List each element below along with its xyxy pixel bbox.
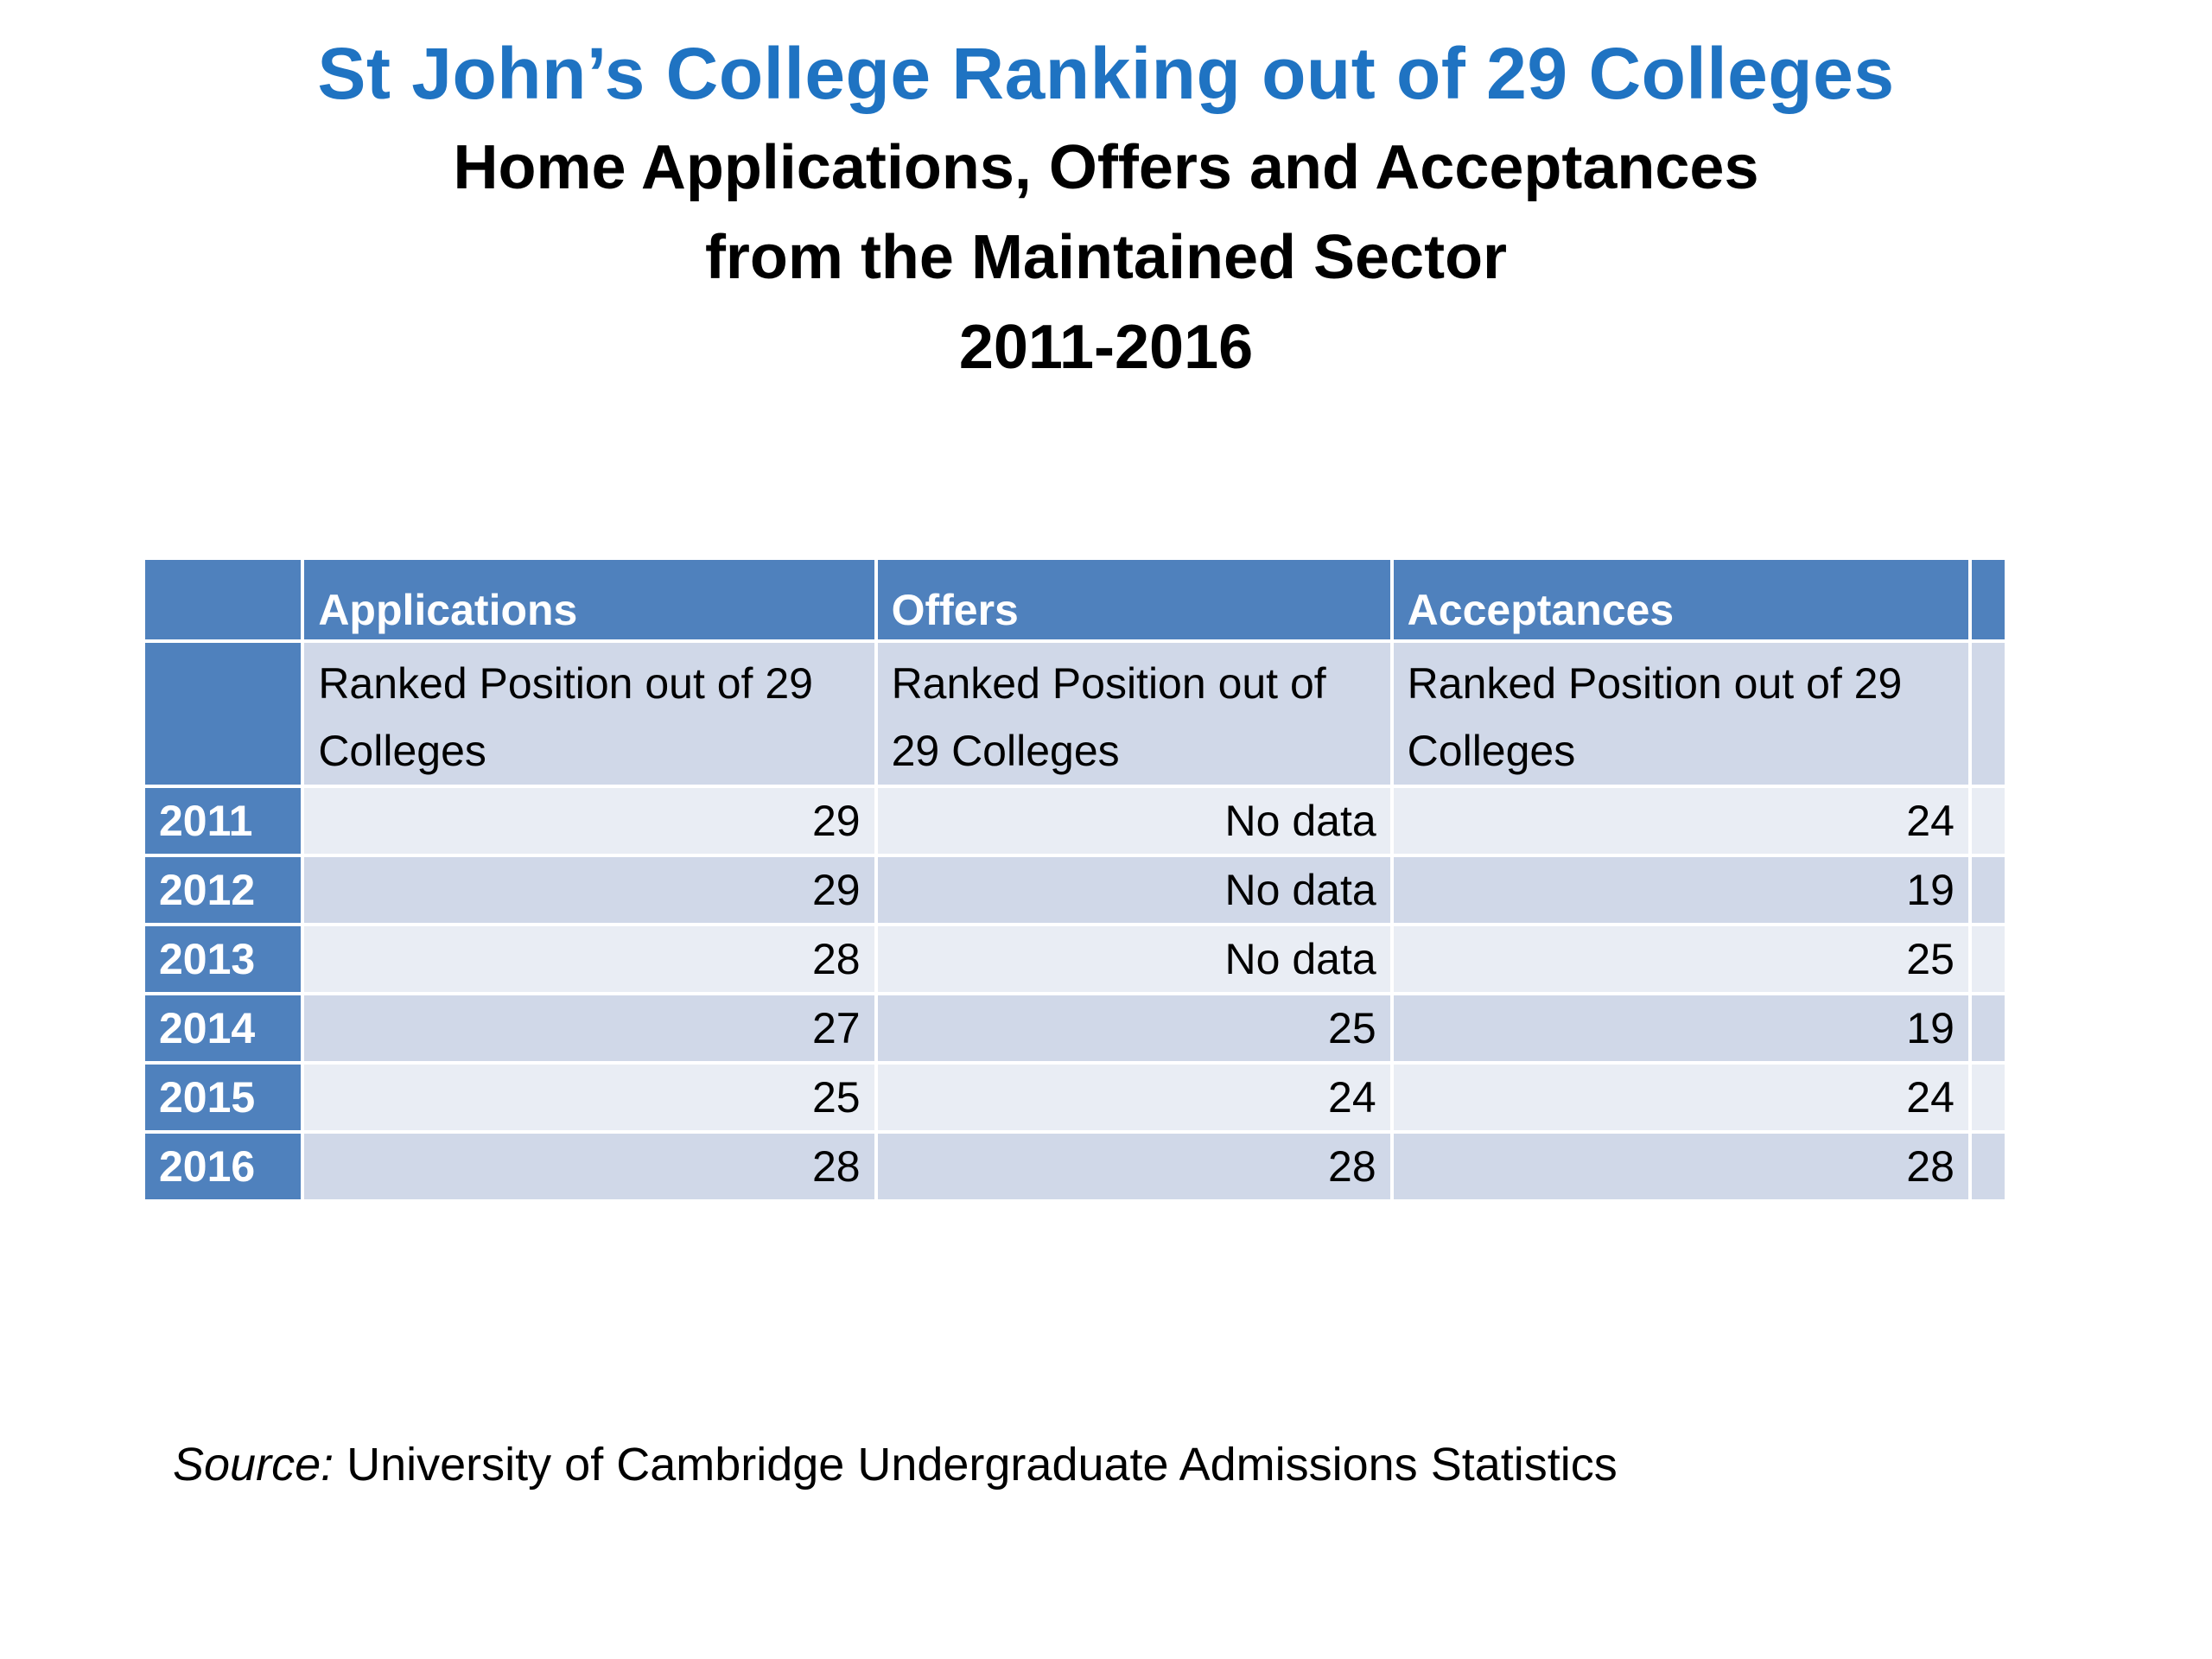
- acceptances-rank: 24: [1393, 1065, 1968, 1130]
- subheader-applications: Ranked Position out of 29 Colleges: [304, 643, 874, 785]
- subheader-offers: Ranked Position out of 29 Colleges: [877, 643, 1390, 785]
- acceptances-rank: 19: [1393, 995, 1968, 1061]
- applications-rank: 25: [304, 1065, 874, 1130]
- row-extra-cell: [1971, 788, 2005, 854]
- offers-rank: 24: [877, 1065, 1390, 1130]
- row-extra-cell: [1971, 995, 2005, 1061]
- row-year: 2012: [145, 857, 302, 923]
- subtitle-line-2: from the Maintained Sector: [704, 223, 1508, 292]
- subheader-acceptances: Ranked Position out of 29 Colleges: [1393, 643, 1968, 785]
- table-row: 2016 28 28 28: [145, 1134, 2005, 1199]
- row-extra-cell: [1971, 857, 2005, 923]
- table-row: 2015 25 24 24: [145, 1065, 2005, 1130]
- table-header-row: Applications Offers Acceptances: [145, 560, 2005, 639]
- subtitle-line-1: Home Applications, Offers and Acceptance…: [453, 133, 1759, 202]
- acceptances-rank: 25: [1393, 926, 1968, 992]
- offers-rank: No data: [877, 857, 1390, 923]
- row-year: 2015: [145, 1065, 302, 1130]
- offers-rank: 28: [877, 1134, 1390, 1199]
- table-row: 2012 29 No data 19: [145, 857, 2005, 923]
- header-applications: Applications: [304, 560, 874, 639]
- row-extra-cell: [1971, 1134, 2005, 1199]
- source-label: Source:: [173, 1439, 334, 1491]
- ranking-table: Applications Offers Acceptances Ranked P…: [142, 556, 2008, 1203]
- table-row: 2011 29 No data 24: [145, 788, 2005, 854]
- header-extra-cell: [1971, 560, 2005, 639]
- table-subheader-row: Ranked Position out of 29 Colleges Ranke…: [145, 643, 2005, 785]
- header-corner-cell: [145, 560, 302, 639]
- row-year: 2016: [145, 1134, 302, 1199]
- header-offers: Offers: [877, 560, 1390, 639]
- applications-rank: 29: [304, 857, 874, 923]
- table-row: 2014 27 25 19: [145, 995, 2005, 1061]
- header-acceptances: Acceptances: [1393, 560, 1968, 639]
- row-year: 2014: [145, 995, 302, 1061]
- subheader-extra-cell: [1971, 643, 2005, 785]
- table-row: 2013 28 No data 25: [145, 926, 2005, 992]
- source-note: Source: University of Cambridge Undergra…: [173, 1434, 1618, 1495]
- slide-title: St John’s College Ranking out of 29 Coll…: [317, 33, 1895, 114]
- applications-rank: 28: [304, 1134, 874, 1199]
- acceptances-rank: 28: [1393, 1134, 1968, 1199]
- source-text: University of Cambridge Undergraduate Ad…: [334, 1439, 1618, 1491]
- subtitle-line-3: 2011-2016: [958, 313, 1254, 382]
- ranking-table-wrapper: Applications Offers Acceptances Ranked P…: [142, 556, 2008, 1203]
- row-year: 2011: [145, 788, 302, 854]
- applications-rank: 29: [304, 788, 874, 854]
- row-year: 2013: [145, 926, 302, 992]
- acceptances-rank: 19: [1393, 857, 1968, 923]
- applications-rank: 28: [304, 926, 874, 992]
- row-extra-cell: [1971, 1065, 2005, 1130]
- applications-rank: 27: [304, 995, 874, 1061]
- offers-rank: No data: [877, 788, 1390, 854]
- acceptances-rank: 24: [1393, 788, 1968, 854]
- subheader-corner-cell: [145, 643, 302, 785]
- offers-rank: 25: [877, 995, 1390, 1061]
- row-extra-cell: [1971, 926, 2005, 992]
- offers-rank: No data: [877, 926, 1390, 992]
